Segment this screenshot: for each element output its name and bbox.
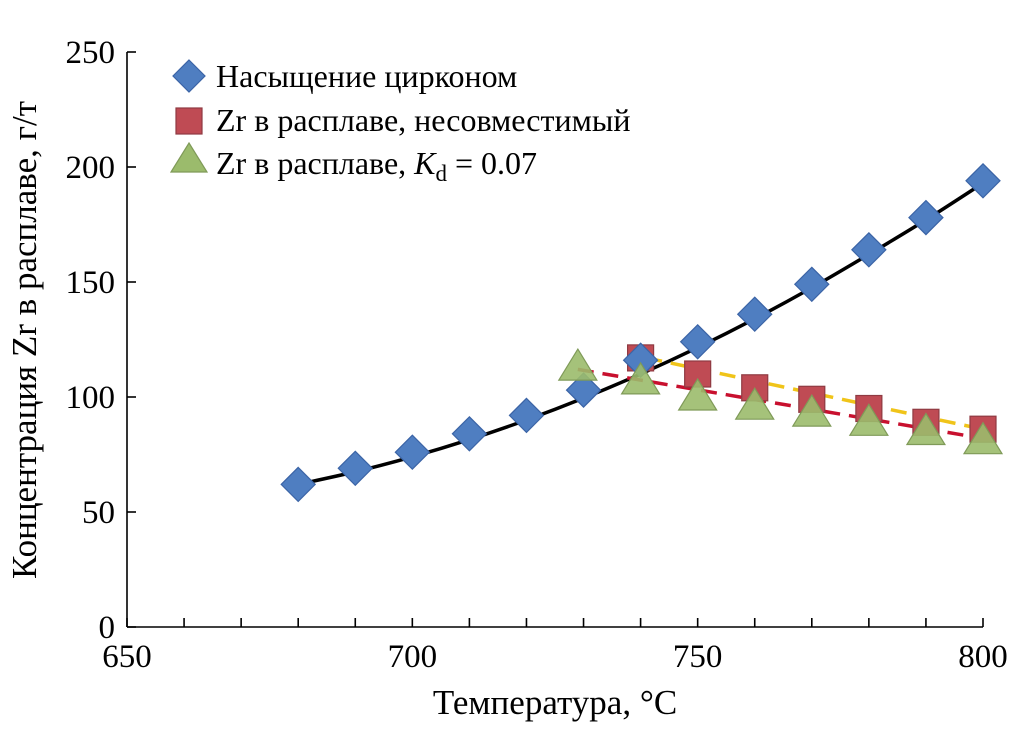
point-diamond — [451, 415, 488, 452]
y-axis-title: Концентрация Zr в расплаве, г/т — [5, 101, 44, 579]
y-tick-label: 200 — [66, 150, 116, 186]
x-axis-title: Температура, °C — [433, 683, 677, 722]
legend-kd-suffix: = 0.07 — [447, 145, 537, 181]
legend-diamond-marker — [172, 59, 206, 93]
point-triangle — [734, 387, 775, 420]
legend-label-kd: Zr в расплаве, Kd = 0.07 — [216, 145, 537, 186]
point-diamond — [965, 162, 1001, 199]
x-tick-label: 650 — [102, 639, 152, 675]
point-triangle — [905, 412, 947, 446]
point-diamond — [337, 450, 374, 487]
x-tick-label: 700 — [388, 639, 438, 675]
point-diamond — [508, 397, 545, 434]
point-diamond — [793, 266, 830, 303]
point-triangle — [677, 377, 718, 411]
point-diamond — [851, 231, 887, 268]
legend-square-marker — [175, 107, 203, 135]
ticks: 0 50 100 150 200 250 650 700 750 800 — [66, 35, 1008, 675]
point-triangle — [620, 361, 661, 395]
point-triangle — [791, 393, 832, 427]
x-tick-label: 750 — [673, 639, 723, 675]
point-diamond — [565, 372, 602, 408]
x-tick-label: 800 — [958, 639, 1008, 675]
axes — [126, 52, 983, 628]
legend: Насыщение цирконом Zr в расплаве, несовм… — [169, 58, 630, 186]
legend-item-incompatible: Zr в расплаве, несовместимый — [175, 102, 630, 138]
y-tick-label: 50 — [82, 495, 115, 531]
legend-item-kd: Zr в расплаве, Kd = 0.07 — [169, 141, 537, 186]
point-triangle — [557, 347, 598, 381]
data-markers — [280, 162, 1004, 503]
point-diamond — [394, 434, 431, 471]
point-diamond — [908, 199, 944, 236]
legend-kd-subscript: d — [435, 161, 447, 186]
y-tick-label: 100 — [66, 380, 116, 416]
legend-label-incompatible: Zr в расплаве, несовместимый — [216, 102, 630, 138]
fit-line-dashed-2 — [577, 367, 984, 441]
point-diamond — [679, 323, 716, 360]
point-diamond — [736, 296, 773, 333]
legend-label-zircon: Насыщение цирконом — [216, 58, 517, 94]
legend-kd-prefix: Zr в расплаве, — [216, 145, 414, 181]
legend-kd-symbol: K — [413, 145, 437, 181]
legend-triangle-marker — [169, 141, 209, 173]
legend-item-zircon: Насыщение цирконом — [172, 58, 517, 94]
point-triangle — [848, 403, 889, 436]
y-tick-label: 0 — [99, 610, 116, 646]
fit-lines — [297, 181, 984, 487]
point-diamond — [280, 466, 317, 503]
fit-curve-zircon — [297, 181, 984, 487]
y-tick-label: 150 — [66, 265, 116, 301]
point-triangle — [962, 421, 1004, 455]
y-tick-label: 250 — [66, 35, 116, 71]
